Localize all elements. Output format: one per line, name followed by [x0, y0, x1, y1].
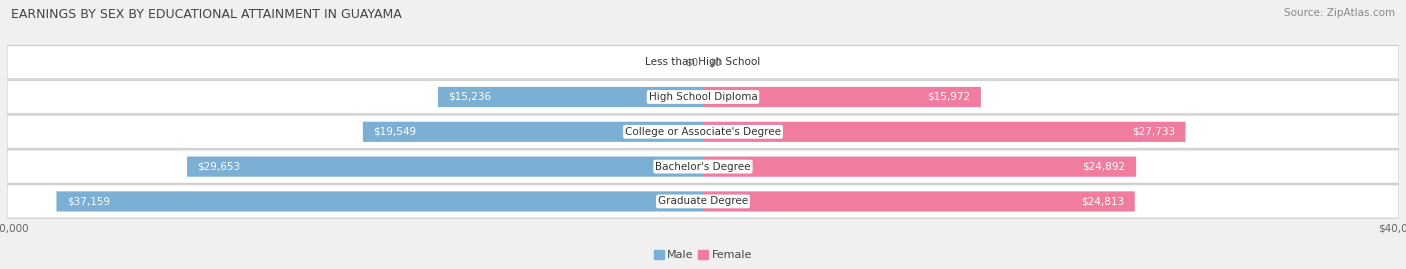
FancyBboxPatch shape	[703, 157, 1136, 177]
Text: Bachelor's Degree: Bachelor's Degree	[655, 162, 751, 172]
Text: $27,733: $27,733	[1132, 127, 1175, 137]
FancyBboxPatch shape	[703, 122, 1185, 142]
FancyBboxPatch shape	[703, 87, 981, 107]
Text: $29,653: $29,653	[197, 162, 240, 172]
FancyBboxPatch shape	[7, 80, 1399, 114]
FancyBboxPatch shape	[56, 191, 703, 211]
FancyBboxPatch shape	[7, 185, 1399, 218]
Text: College or Associate's Degree: College or Associate's Degree	[626, 127, 780, 137]
Text: High School Diploma: High School Diploma	[648, 92, 758, 102]
Text: $24,892: $24,892	[1083, 162, 1126, 172]
Text: $37,159: $37,159	[67, 196, 110, 206]
Text: EARNINGS BY SEX BY EDUCATIONAL ATTAINMENT IN GUAYAMA: EARNINGS BY SEX BY EDUCATIONAL ATTAINMEN…	[11, 8, 402, 21]
Text: $15,972: $15,972	[928, 92, 970, 102]
Text: $0: $0	[685, 57, 697, 67]
Text: Source: ZipAtlas.com: Source: ZipAtlas.com	[1284, 8, 1395, 18]
Text: $24,813: $24,813	[1081, 196, 1125, 206]
Text: $15,236: $15,236	[449, 92, 492, 102]
Text: $0: $0	[709, 57, 721, 67]
Text: $19,549: $19,549	[374, 127, 416, 137]
Text: Graduate Degree: Graduate Degree	[658, 196, 748, 206]
FancyBboxPatch shape	[7, 45, 1399, 79]
FancyBboxPatch shape	[7, 115, 1399, 148]
FancyBboxPatch shape	[363, 122, 703, 142]
Text: Less than High School: Less than High School	[645, 57, 761, 67]
FancyBboxPatch shape	[437, 87, 703, 107]
Legend: Male, Female: Male, Female	[650, 246, 756, 265]
FancyBboxPatch shape	[703, 191, 1135, 211]
FancyBboxPatch shape	[7, 150, 1399, 183]
FancyBboxPatch shape	[187, 157, 703, 177]
